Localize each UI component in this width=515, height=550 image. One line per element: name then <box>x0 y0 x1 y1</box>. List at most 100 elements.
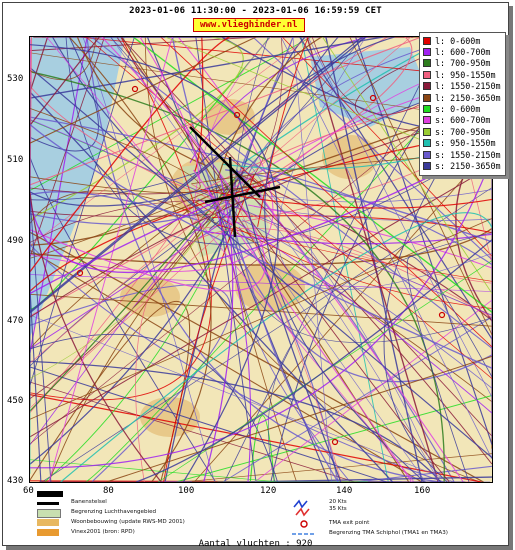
flight-track <box>322 37 492 294</box>
flight-track <box>193 169 413 482</box>
flight-track <box>200 188 492 209</box>
flight-track <box>238 226 339 482</box>
legend-swatch <box>423 161 431 170</box>
runway-label: Banenstelsel <box>71 499 107 505</box>
flight-track <box>299 37 492 340</box>
flight-track <box>233 195 342 482</box>
flight-track <box>30 116 492 266</box>
x-tick-label: 80 <box>103 486 114 496</box>
tma-exit-point <box>331 438 339 446</box>
tma-boundary-label: Begrenzing TMA Schiphol (TMA1 en TMA3) <box>329 530 448 536</box>
legend-swatch <box>423 93 431 102</box>
flight-track <box>163 174 255 482</box>
flight-track <box>110 37 239 208</box>
legend-swatch <box>423 150 431 159</box>
flight-track <box>30 244 444 482</box>
flight-track <box>160 37 492 348</box>
flight-track <box>30 184 222 207</box>
map-canvas <box>30 37 492 482</box>
flight-track <box>30 37 367 314</box>
legend-label: s: 1550-2150m <box>435 149 501 160</box>
flight-track <box>30 37 230 273</box>
flight-track <box>203 175 234 482</box>
flight-track <box>30 194 199 413</box>
flight-track <box>406 256 492 482</box>
wind-icon <box>293 499 310 517</box>
flight-track <box>76 37 208 167</box>
flight-track <box>30 191 199 222</box>
flight-track <box>30 37 422 186</box>
flight-track <box>189 37 369 164</box>
flight-track <box>257 37 309 227</box>
flight-track <box>41 187 492 482</box>
y-tick-label: 510 <box>7 155 24 165</box>
tma-exit-point <box>76 269 84 277</box>
flight-track <box>217 224 492 282</box>
flight-track <box>51 37 215 222</box>
legend-item: s: 950-1550m <box>423 138 505 149</box>
flight-track <box>216 37 322 181</box>
legend-item: l: 700-950m <box>423 58 505 69</box>
flight-track <box>30 393 482 482</box>
legend-label: l: 0-600m <box>435 35 481 46</box>
flight-track <box>245 476 492 482</box>
flight-track <box>233 37 492 343</box>
tma-exit-icon <box>300 520 308 528</box>
flight-track <box>60 212 492 482</box>
legend-label: s: 2150-3650m <box>435 160 501 171</box>
flight-track <box>30 202 224 225</box>
tma-exit-point <box>369 94 377 102</box>
legend-swatch <box>423 59 431 68</box>
y-tick-label: 490 <box>7 236 24 246</box>
x-tick-label: 100 <box>178 486 195 496</box>
legend-swatch <box>423 139 431 148</box>
flight-track <box>254 299 492 482</box>
flight-track <box>30 37 257 144</box>
legend-label: s: 600-700m <box>435 115 491 126</box>
scale-bar <box>37 491 63 497</box>
flight-track <box>30 123 492 369</box>
flight-track <box>30 314 454 482</box>
vinex-label: Vinex2001 (bron: RPD) <box>71 529 135 535</box>
flight-track <box>30 218 492 420</box>
tma-exit-point <box>131 85 139 93</box>
flight-track <box>30 192 162 482</box>
legend-swatch <box>423 82 431 91</box>
runway-swatch <box>37 502 59 505</box>
flight-track <box>65 37 492 245</box>
flight-track <box>30 71 445 482</box>
flight-track <box>249 165 440 482</box>
flight-track <box>30 381 356 482</box>
flight-track <box>306 37 439 482</box>
flight-track <box>223 37 444 482</box>
legend-swatch <box>423 36 431 45</box>
flight-track <box>30 177 236 412</box>
map-legend: Banenstelsel Begrenzing Luchthavengebied… <box>37 499 487 541</box>
flight-track <box>30 333 278 482</box>
flight-track <box>106 355 492 482</box>
legend-item: l: 1550-2150m <box>423 81 505 92</box>
vinex-swatch <box>37 529 59 536</box>
flight-track <box>135 227 492 482</box>
flight-track <box>132 37 492 313</box>
flight-track <box>30 37 97 80</box>
flight-track-map <box>29 36 493 483</box>
wind-35-label: 35 Kts <box>329 506 347 512</box>
flight-track <box>224 193 339 482</box>
flight-track <box>252 184 464 482</box>
tma-boundary-icon <box>292 533 316 535</box>
flight-track <box>30 37 99 152</box>
legend-item: s: 0-600m <box>423 103 505 114</box>
flight-track <box>30 197 52 482</box>
flight-track <box>195 37 257 482</box>
runway <box>228 156 237 238</box>
x-tick-label: 60 <box>23 486 34 496</box>
y-tick-label: 450 <box>7 396 24 406</box>
legend-label: s: 950-1550m <box>435 138 496 149</box>
flight-track <box>195 201 492 309</box>
site-badge[interactable]: www.vlieghinder.nl <box>193 18 305 32</box>
flight-track <box>30 52 492 121</box>
flight-track <box>268 232 492 482</box>
flight-track <box>30 165 492 438</box>
time-range-title: 2023-01-06 11:30:00 - 2023-01-06 16:59:5… <box>129 6 382 16</box>
